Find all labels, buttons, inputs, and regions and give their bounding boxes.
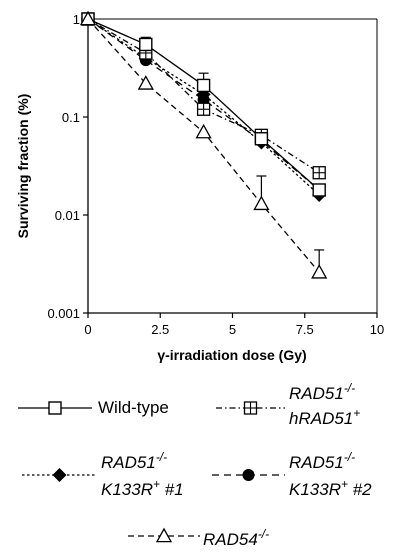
x-tick-label: 7.5 <box>296 322 314 337</box>
legend-gene: RAD54 <box>203 530 258 549</box>
series-line <box>87 18 320 174</box>
legend-gene: RAD51 <box>101 453 156 472</box>
legend-superscript: -/- <box>344 450 355 464</box>
series-line <box>87 18 320 196</box>
legend-label-k133r-2: RAD51-/- <box>289 450 355 472</box>
legend-label-k133r-1: RAD51-/- <box>101 450 167 472</box>
legend-superscript: -/- <box>344 381 355 395</box>
legend-superscript: -/- <box>258 527 269 541</box>
series-layer <box>79 10 328 279</box>
legend-allele: K133R <box>289 480 341 499</box>
x-tick-label: 2.5 <box>151 322 169 337</box>
legend-clone-number: #1 <box>160 480 184 499</box>
legend: Wild-type RAD51-/- hRAD51+ RAD51-/- K133… <box>18 381 372 549</box>
data-point <box>79 10 97 26</box>
x-tick-label: 0 <box>84 322 91 337</box>
legend-samples <box>18 401 285 543</box>
legend-superscript: + <box>341 477 348 491</box>
legend-label-rad51-hrad51-line2: hRAD51+ <box>289 406 360 428</box>
legend-gene: RAD51 <box>289 384 344 403</box>
data-point <box>48 401 62 415</box>
x-tick-label: 10 <box>370 322 384 337</box>
data-point <box>139 37 153 52</box>
data-point <box>195 123 212 139</box>
legend-label-k133r-1-line2: K133R+ #1 <box>101 477 184 499</box>
y-tick-label: 0.1 <box>62 110 80 125</box>
data-point <box>196 78 211 93</box>
y-axis-title: Surviving fraction (%) <box>15 94 31 239</box>
y-tick-label: 0.01 <box>55 208 80 223</box>
data-point <box>196 102 211 116</box>
x-axis-title: γ-irradiation dose (Gy) <box>157 347 306 363</box>
legend-superscript: -/- <box>156 450 167 464</box>
legend-allele: hRAD51 <box>289 409 353 428</box>
legend-allele: K133R <box>101 480 153 499</box>
legend-label-k133r-2-line2: K133R+ #2 <box>289 477 372 499</box>
legend-label-wild-type: Wild-type <box>98 398 169 417</box>
legend-label-rad51-hrad51: RAD51-/- <box>289 381 355 403</box>
data-point <box>311 263 328 279</box>
data-point <box>155 527 173 543</box>
legend-clone-number: #2 <box>348 480 372 499</box>
x-ticks: 0 2.5 5 7.5 10 <box>84 313 384 337</box>
data-point <box>243 401 258 415</box>
data-point <box>242 469 255 481</box>
data-point <box>137 75 154 90</box>
legend-superscript: + <box>153 477 160 491</box>
data-point <box>254 132 269 146</box>
y-tick-label: 0.001 <box>47 306 80 321</box>
legend-label-rad54: RAD54-/- <box>203 527 269 549</box>
y-ticks: 0.001 0.01 0.1 1 <box>47 12 88 321</box>
y-tick-label: 1 <box>73 12 80 27</box>
data-point <box>312 166 326 180</box>
data-point <box>253 195 270 211</box>
legend-gene: RAD51 <box>289 453 344 472</box>
data-point <box>52 468 67 482</box>
x-tick-label: 5 <box>229 322 236 337</box>
legend-superscript: + <box>353 406 360 420</box>
series-line <box>87 18 320 273</box>
data-point <box>312 183 326 197</box>
